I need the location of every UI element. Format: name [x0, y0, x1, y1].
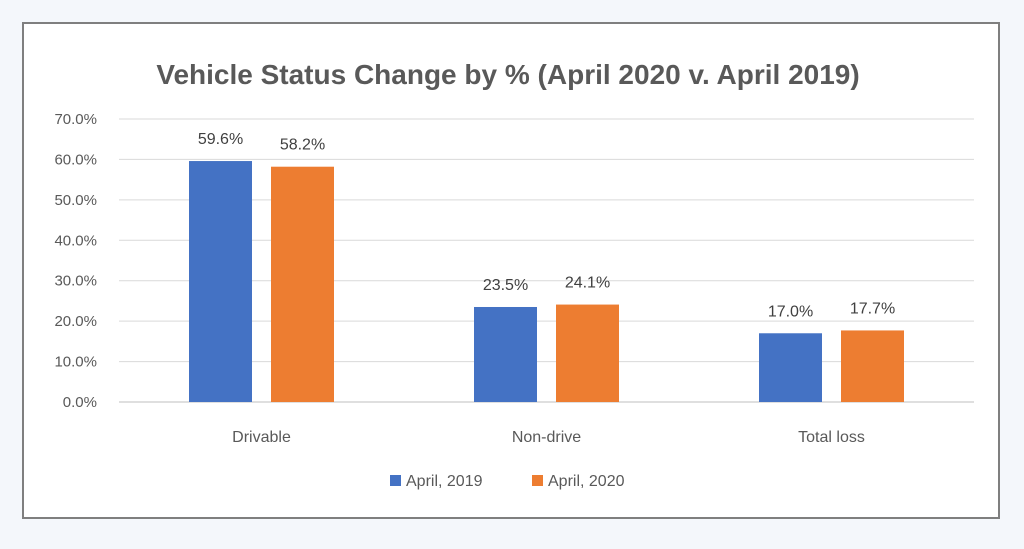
chart-title: Vehicle Status Change by % (April 2020 v… [156, 59, 859, 90]
y-tick-label: 0.0% [63, 394, 97, 411]
bar [189, 161, 252, 402]
y-tick-label: 30.0% [54, 273, 97, 290]
bar [474, 306, 537, 402]
bar-chart: Vehicle Status Change by % (April 2020 v… [54, 59, 974, 490]
bar [556, 304, 619, 402]
legend-swatch [532, 475, 543, 486]
data-label: 17.7% [850, 300, 895, 317]
category-label: Total loss [798, 429, 865, 446]
bar [759, 333, 822, 402]
legend-label: April, 2020 [548, 473, 625, 490]
gridlines [119, 118, 974, 403]
x-axis-categories: Drivable Non-drive Total loss [232, 429, 865, 446]
bar [271, 166, 334, 402]
bars [189, 161, 904, 402]
category-label: Drivable [232, 429, 291, 446]
y-tick-label: 20.0% [54, 313, 97, 330]
data-label: 23.5% [483, 277, 528, 294]
chart-frame: Vehicle Status Change by % (April 2020 v… [22, 22, 1000, 519]
y-axis-ticks: 0.0% 10.0% 20.0% 30.0% 40.0% 50.0% 60.0% 70.0% [54, 111, 97, 411]
y-tick-label: 10.0% [54, 354, 97, 371]
legend-swatch [390, 475, 401, 486]
data-label: 59.6% [198, 131, 243, 148]
legend-label: April, 2019 [406, 473, 483, 490]
data-label: 58.2% [280, 137, 325, 154]
data-label: 17.0% [768, 303, 813, 320]
y-tick-label: 70.0% [54, 111, 97, 128]
y-tick-label: 60.0% [54, 151, 97, 168]
bar [841, 330, 904, 402]
y-tick-label: 40.0% [54, 232, 97, 249]
category-label: Non-drive [512, 429, 581, 446]
y-tick-label: 50.0% [54, 192, 97, 209]
data-labels: 59.6% 58.2% 23.5% 24.1% 17.0% 17.7% [198, 131, 895, 320]
legend: April, 2019 April, 2020 [390, 473, 625, 490]
data-label: 24.1% [565, 275, 610, 292]
